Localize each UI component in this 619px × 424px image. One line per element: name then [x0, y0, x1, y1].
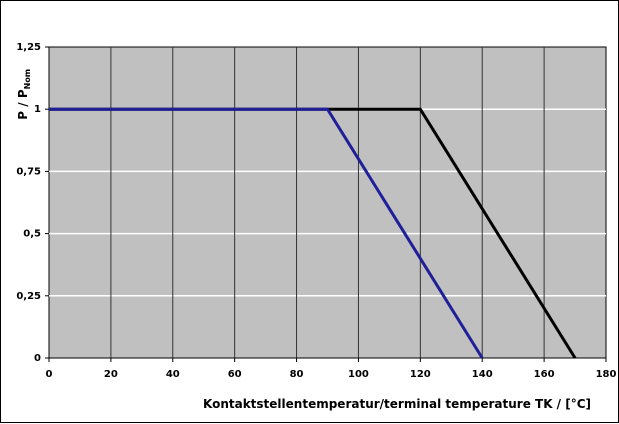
x-tick-label: 60: [228, 369, 242, 380]
x-tick-label: 140: [472, 369, 493, 380]
tick-labels: 0 0,25 0,5 0,75 1 1,25 0 20 40 60 80 100 120 140 160 18…: [16, 42, 616, 380]
x-tick-label: 0: [46, 369, 53, 380]
x-tick-label: 80: [290, 369, 304, 380]
y-tick-label: 0,25: [16, 291, 41, 302]
x-tick-label: 180: [596, 369, 617, 380]
series-layer: [49, 107, 577, 359]
y-tick-label: 1,25: [16, 42, 41, 53]
y-axis-label-subscript: Nom: [23, 69, 32, 90]
x-tick-label: 20: [104, 369, 118, 380]
x-tick-label: 40: [166, 369, 180, 380]
x-tick-label: 120: [410, 369, 431, 380]
x-axis-label: Kontaktstellentemperatur/terminal temper…: [203, 397, 591, 411]
plot-area: [48, 46, 607, 359]
y-tick-label: 0: [34, 353, 41, 364]
y-tick-label: 0,5: [23, 229, 41, 240]
x-tick-label: 100: [348, 369, 369, 380]
y-tick-label: 0,75: [16, 166, 41, 177]
y-tick-label: 1: [34, 104, 41, 115]
y-axis-label: P / PNom: [16, 69, 32, 120]
x-tick-label: 160: [534, 369, 555, 380]
series-line-2: [49, 107, 484, 359]
y-axis-label-main: P / P: [16, 89, 30, 120]
